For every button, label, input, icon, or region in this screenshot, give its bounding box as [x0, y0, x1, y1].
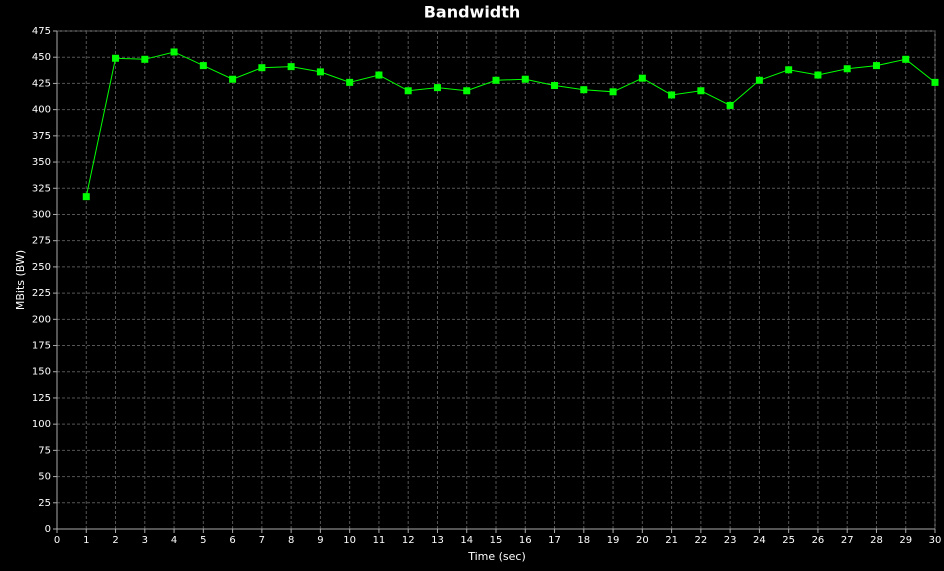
data-point — [258, 64, 266, 72]
x-tick-label: 10 — [343, 535, 356, 546]
y-tick-label: 250 — [32, 262, 51, 273]
data-point — [170, 48, 178, 56]
x-tick-label: 16 — [519, 535, 532, 546]
x-tick-label: 18 — [577, 535, 590, 546]
y-tick-label: 125 — [32, 393, 51, 404]
x-tick-label: 1 — [83, 535, 89, 546]
y-tick-label: 275 — [32, 236, 51, 247]
x-tick-label: 28 — [870, 535, 883, 546]
x-tick-label: 9 — [317, 535, 323, 546]
x-tick-label: 19 — [607, 535, 620, 546]
y-tick-label: 300 — [32, 209, 51, 220]
chart-title: Bandwidth — [424, 3, 521, 22]
x-tick-label: 13 — [431, 535, 444, 546]
data-point — [141, 55, 149, 63]
y-tick-label: 450 — [32, 52, 51, 63]
x-tick-label: 21 — [665, 535, 678, 546]
x-tick-label: 14 — [460, 535, 473, 546]
x-tick-label: 30 — [929, 535, 942, 546]
data-point — [609, 88, 617, 96]
y-tick-label: 25 — [38, 498, 51, 509]
data-point — [931, 78, 939, 86]
data-point — [755, 76, 763, 84]
x-tick-label: 29 — [899, 535, 912, 546]
y-tick-label: 225 — [32, 288, 51, 299]
data-point — [229, 75, 237, 83]
x-tick-label: 25 — [782, 535, 795, 546]
data-point — [843, 65, 851, 73]
x-tick-label: 3 — [142, 535, 148, 546]
x-tick-label: 23 — [724, 535, 737, 546]
y-tick-label: 75 — [38, 445, 51, 456]
data-point — [814, 71, 822, 79]
data-line — [85, 51, 936, 197]
x-tick-label: 26 — [812, 535, 825, 546]
y-tick-label: 200 — [32, 314, 51, 325]
data-point — [346, 78, 354, 86]
plot-area — [56, 30, 936, 530]
y-tick-label: 100 — [32, 419, 51, 430]
x-tick-label: 7 — [259, 535, 265, 546]
x-tick-label: 24 — [753, 535, 766, 546]
data-point — [492, 76, 500, 84]
data-point — [375, 71, 383, 79]
data-point — [726, 101, 734, 109]
y-tick-label: 175 — [32, 341, 51, 352]
data-point — [287, 63, 295, 71]
x-tick-label: 5 — [200, 535, 206, 546]
data-point — [697, 87, 705, 95]
y-tick-label: 50 — [38, 472, 51, 483]
data-point — [404, 87, 412, 95]
y-tick-label: 0 — [45, 524, 51, 535]
y-tick-label: 150 — [32, 367, 51, 378]
data-point — [872, 62, 880, 70]
x-tick-label: 15 — [490, 535, 503, 546]
x-axis-label: Time (sec) — [467, 550, 526, 563]
data-point — [433, 84, 441, 92]
data-point — [82, 193, 90, 201]
y-axis-label: MBits (BW) — [14, 250, 27, 310]
x-tick-label: 6 — [229, 535, 235, 546]
x-tick-label: 12 — [402, 535, 415, 546]
x-tick-label: 17 — [548, 535, 561, 546]
data-point — [785, 66, 793, 74]
y-tick-label: 475 — [32, 26, 51, 37]
data-point — [668, 91, 676, 99]
data-point — [638, 74, 646, 82]
x-tick-label: 4 — [171, 535, 177, 546]
x-tick-label: 8 — [288, 535, 294, 546]
x-tick-label: 2 — [112, 535, 118, 546]
data-point — [580, 86, 588, 94]
y-tick-label: 375 — [32, 131, 51, 142]
y-tick-label: 400 — [32, 105, 51, 116]
x-tick-label: 0 — [54, 535, 60, 546]
data-point — [112, 54, 120, 62]
x-tick-label: 11 — [373, 535, 386, 546]
data-point — [902, 55, 910, 63]
x-tick-label: 27 — [841, 535, 854, 546]
x-tick-label: 22 — [694, 535, 707, 546]
data-point — [551, 82, 559, 90]
y-tick-label: 425 — [32, 78, 51, 89]
x-tick-label: 20 — [636, 535, 649, 546]
data-point — [199, 62, 207, 70]
y-tick-label: 325 — [32, 183, 51, 194]
data-point — [521, 75, 529, 83]
data-point — [463, 87, 471, 95]
y-tick-label: 350 — [32, 157, 51, 168]
data-point — [316, 68, 324, 76]
